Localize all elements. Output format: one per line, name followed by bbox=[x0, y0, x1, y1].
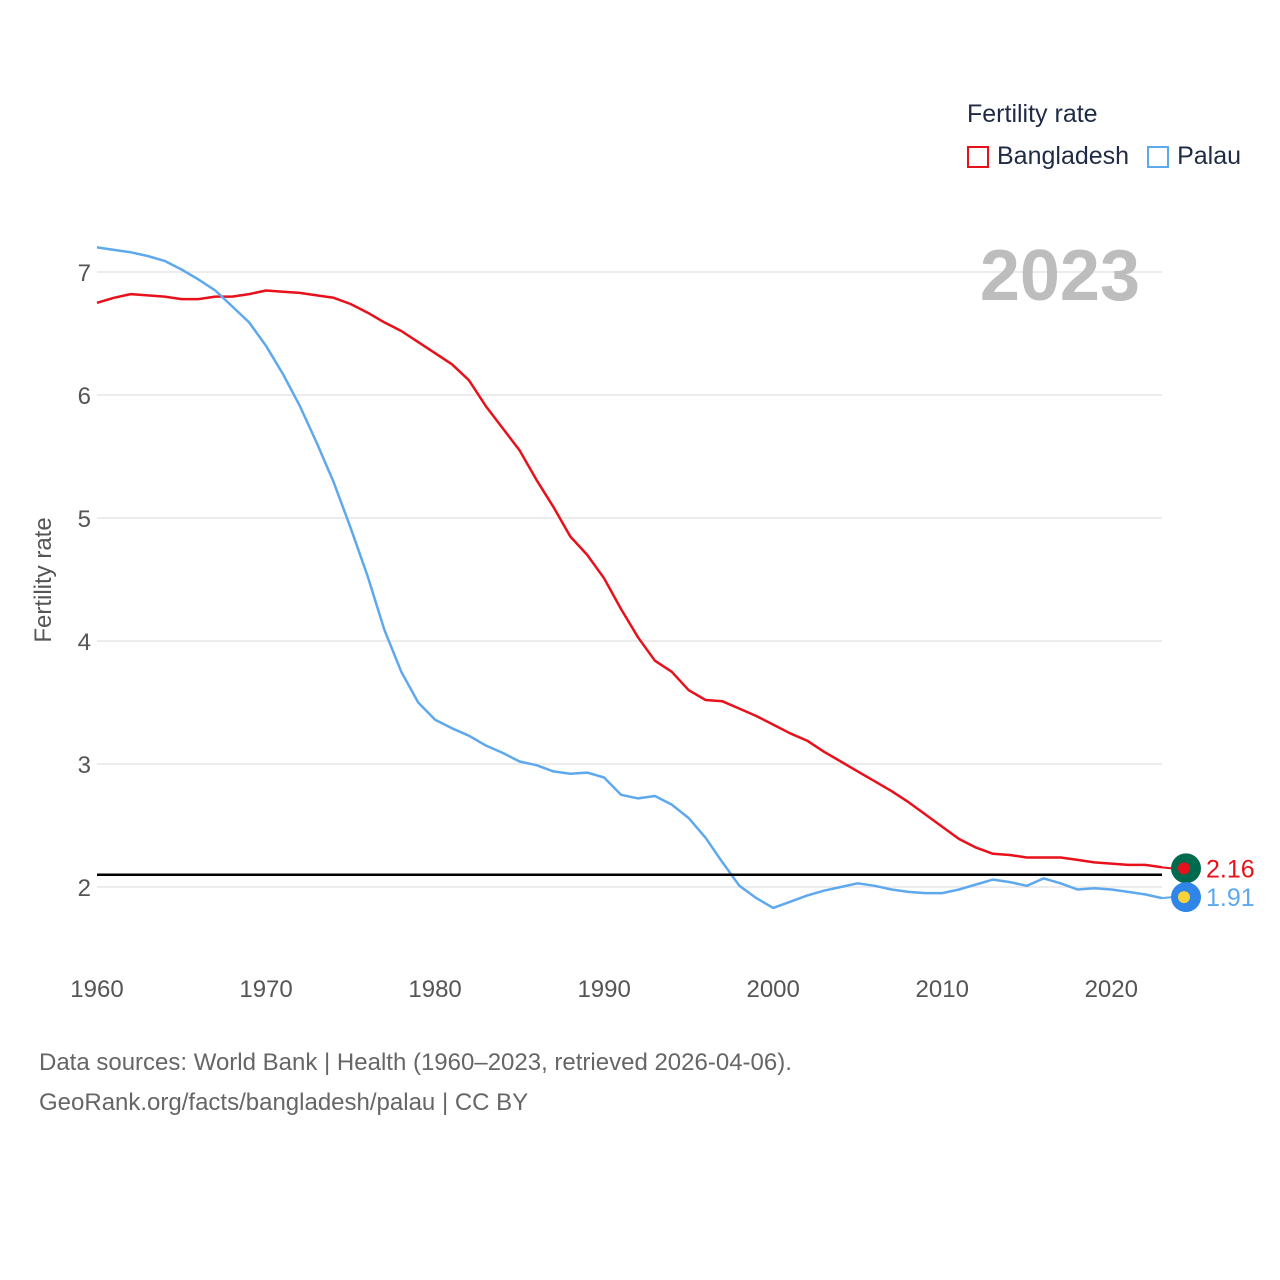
legend-item-bangladesh[interactable]: Bangladesh bbox=[967, 142, 1129, 171]
legend-item-palau[interactable]: Palau bbox=[1147, 142, 1241, 171]
year-label: 2023 bbox=[980, 236, 1140, 316]
x-tick-label: 1980 bbox=[408, 976, 461, 1003]
y-tick-label: 6 bbox=[78, 383, 91, 410]
palau-flag-disc bbox=[1178, 891, 1190, 904]
series-line-bangladesh[interactable] bbox=[96, 289, 1163, 869]
y-tick-label: 5 bbox=[78, 506, 91, 533]
series-line-palau[interactable] bbox=[96, 246, 1163, 910]
legend: Bangladesh Palau bbox=[967, 142, 1259, 171]
y-tick-label: 2 bbox=[78, 875, 91, 902]
x-tick-label: 1960 bbox=[70, 976, 123, 1003]
end-connector-palau bbox=[1161, 896, 1173, 900]
end-markers: 2.161.91 bbox=[1161, 853, 1255, 913]
y-tick-label: 7 bbox=[78, 260, 91, 287]
x-tick-label: 2010 bbox=[916, 976, 969, 1003]
legend-title: Fertility rate bbox=[967, 100, 1098, 128]
bangladesh-flag-disc bbox=[1178, 862, 1190, 875]
x-tick-label: 2020 bbox=[1085, 976, 1138, 1003]
legend-swatch-bangladesh bbox=[967, 145, 989, 168]
y-tick-label: 3 bbox=[78, 752, 91, 779]
x-tick-label: 1990 bbox=[577, 976, 630, 1003]
data-sources: Data sources: World Bank | Health (1960–… bbox=[39, 1049, 792, 1076]
x-tick-label: 2000 bbox=[746, 976, 799, 1003]
attribution-link[interactable]: GeoRank.org/facts/bangladesh/palau | CC … bbox=[39, 1089, 529, 1116]
grid bbox=[97, 271, 1162, 888]
legend-label-bangladesh: Bangladesh bbox=[997, 142, 1130, 170]
y-axis: 2 3 4 5 6 7 bbox=[78, 260, 91, 902]
legend-swatch-palau bbox=[1147, 145, 1170, 168]
x-axis: 1960 1970 1980 1990 2000 2010 2020 bbox=[70, 976, 1138, 1003]
series-group bbox=[96, 246, 1163, 910]
y-axis-label: Fertility rate bbox=[30, 517, 57, 642]
end-connector-bangladesh bbox=[1161, 866, 1173, 870]
x-tick-label: 1970 bbox=[239, 976, 292, 1003]
y-tick-label: 4 bbox=[78, 629, 91, 656]
footer: Data sources: World Bank | Health (1960–… bbox=[39, 1043, 792, 1123]
line-chart: 2 3 4 5 6 7 1960 1970 1980 1990 2000 2010 2020 Fert… bbox=[30, 236, 1255, 1003]
end-value-label-bangladesh: 2.16 bbox=[1206, 855, 1255, 883]
legend-label-palau: Palau bbox=[1177, 142, 1242, 170]
end-value-label-palau: 1.91 bbox=[1206, 884, 1255, 912]
